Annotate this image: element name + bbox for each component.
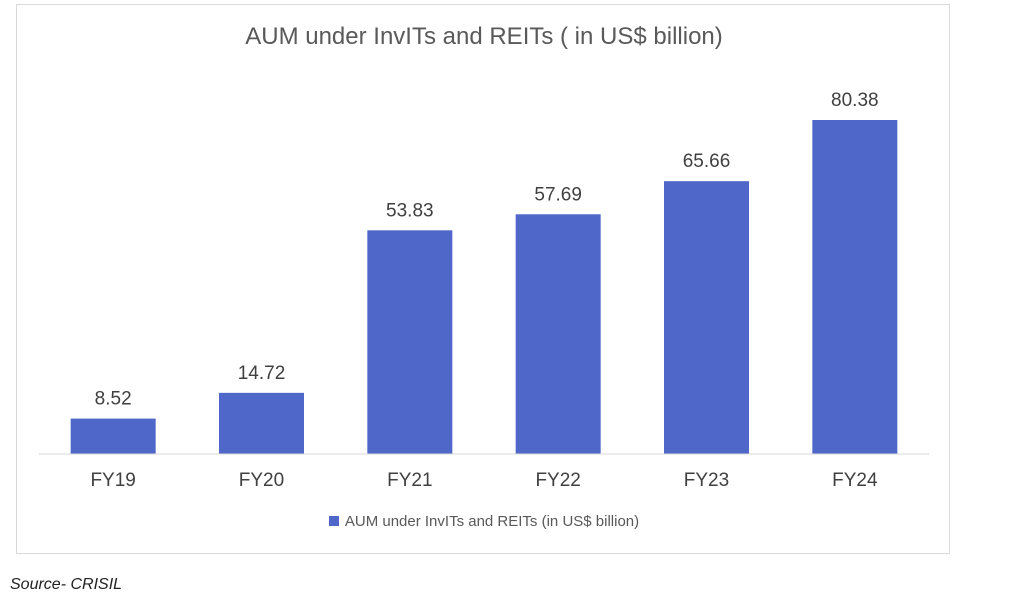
x-tick-label-fy22: FY22 [535,470,580,491]
legend-swatch [328,516,339,526]
bar-fy22 [515,214,601,454]
bar-fy24 [812,120,898,454]
chart-legend: AUM under InvITs and REITs (in US$ billi… [17,513,951,530]
value-label-fy23: 65.66 [683,151,731,172]
x-tick-label-fy21: FY21 [387,470,432,491]
x-tick-label-fy19: FY19 [90,470,135,491]
x-tick-label-fy23: FY23 [684,470,729,491]
value-label-fy24: 80.38 [831,90,879,111]
value-label-fy19: 8.52 [95,389,132,410]
value-label-fy21: 53.83 [386,200,434,221]
x-tick-label-fy24: FY24 [832,470,878,491]
chart-frame: AUM under InvITs and REITs ( in US$ bill… [16,4,950,554]
legend-label: AUM under InvITs and REITs (in US$ billi… [344,513,640,530]
bar-fy19 [70,418,156,454]
bar-fy20 [219,392,304,454]
x-tick-label-fy20: FY20 [239,470,284,491]
value-label-fy20: 14.72 [238,363,286,384]
chart-title: AUM under InvITs and REITs ( in US$ bill… [245,23,723,50]
value-label-fy22: 57.69 [534,184,582,205]
bar-fy21 [367,230,453,454]
bar-chart-plot: 8.52 FY19 14.72 FY20 53.83 FY21 57.69 FY22 65.66… [39,90,929,491]
source-note: Source- CRISIL [10,576,123,593]
bar-fy23 [664,181,749,454]
